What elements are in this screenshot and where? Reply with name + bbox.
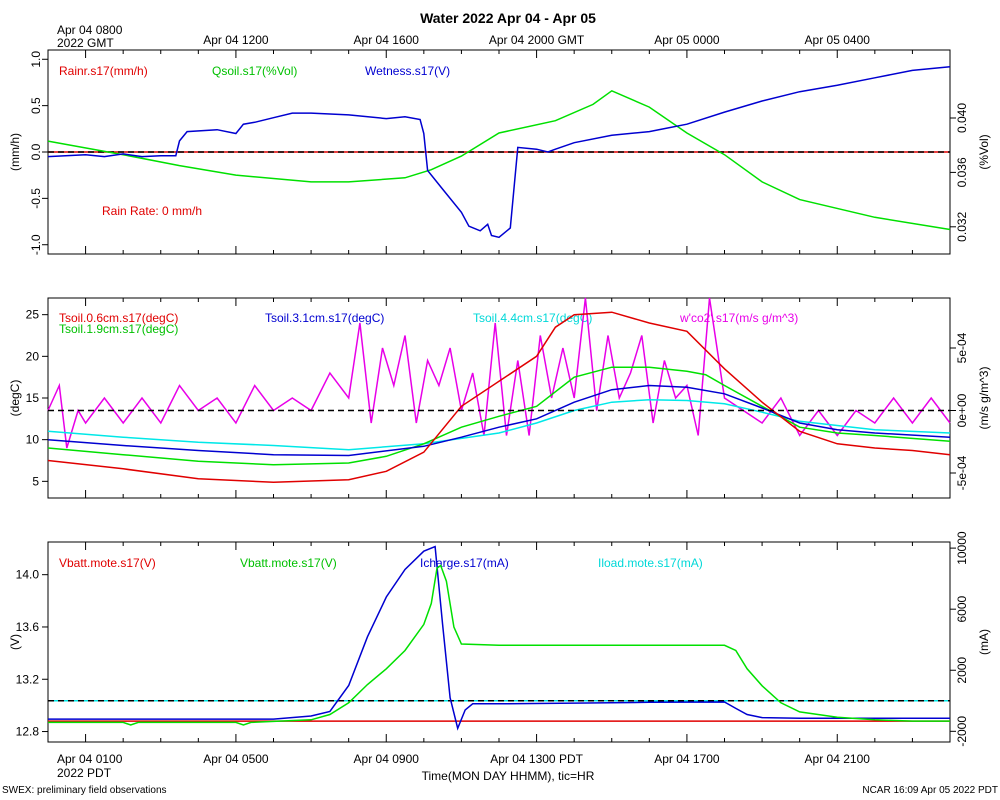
- y-tick-label-left: 0.0: [29, 143, 43, 160]
- series-tsoil-3-1-line: [47, 384, 951, 457]
- bottom-axis-label: Apr 04 0900: [354, 752, 420, 766]
- y-tick-label-left: 13.6: [16, 620, 40, 634]
- y-axis-left-label-water: (mm/h): [8, 133, 22, 171]
- y-tick-label-right: 0.036: [955, 157, 969, 187]
- y-tick-label-right: 0e+00: [955, 393, 969, 427]
- panel-soil-temperature-frame: [47, 297, 951, 499]
- x-axis-label: Time(MON DAY HHMM), tic=HR: [422, 769, 595, 783]
- y-tick-label-left: 12.8: [16, 725, 40, 739]
- legend-iload: Iload.mote.s17(mA): [598, 556, 703, 570]
- y-axis-right-label-water: (%Vol): [977, 134, 991, 169]
- legend-tsoil-3-1: Tsoil.3.1cm.s17(degC): [265, 311, 384, 325]
- legend-qsoil: Qsoil.s17(%Vol): [212, 64, 297, 78]
- y-tick-label-left: 14.0: [16, 568, 40, 582]
- y-tick-label-right: 6000: [955, 596, 969, 623]
- bottom-axis-label: Apr 04 2100: [805, 752, 871, 766]
- chart-title: Water 2022 Apr 04 - Apr 05: [420, 10, 596, 26]
- y-tick-label-right: -2000: [955, 716, 969, 747]
- legend-rainr: Rainr.s17(mm/h): [59, 64, 148, 78]
- y-axis-left-label-soil: (degC): [8, 380, 22, 417]
- y-tick-label-left: 0.5: [29, 97, 43, 114]
- bottom-axis-label: Apr 04 1300 PDT: [490, 752, 583, 766]
- series-layer: [47, 65, 951, 731]
- legend-tsoil-0-6: Tsoil.0.6cm.s17(degC): [59, 311, 178, 325]
- legend-vbatt-red: Vbatt.mote.s17(V): [59, 556, 156, 570]
- legend-wetness: Wetness.s17(V): [365, 64, 450, 78]
- series-qsoil-line: [47, 89, 951, 231]
- y-tick-label-left: 25: [26, 308, 40, 322]
- panel-power: Vbatt.mote.s17(V) Vbatt.mote.s17(V) Icha…: [8, 541, 991, 743]
- top-axis-label: Apr 04 1200: [203, 33, 269, 47]
- legend-vbatt-green: Vbatt.mote.s17(V): [240, 556, 337, 570]
- y-tick-label-left: 10: [26, 433, 40, 447]
- bottom-axis-label: Apr 04 0100: [57, 752, 123, 766]
- legend-tsoil-1-9: Tsoil.1.9cm.s17(degC): [59, 322, 178, 336]
- y-tick-label-left: 13.2: [16, 672, 40, 686]
- axes-layer: 1.0 0.5 0.0 -0.5 -1.0 0.040 0.036 0.032 25 20 15 10…: [16, 23, 969, 780]
- footer-left: SWEX: preliminary field observations: [2, 785, 167, 796]
- y-tick-label-right: 0.040: [955, 103, 969, 133]
- bottom-axis-label: Apr 04 0500: [203, 752, 269, 766]
- series-icharge-line: [48, 545, 950, 731]
- panel-power-frame: [47, 541, 951, 743]
- series-tsoil-1-9-line: [47, 366, 951, 466]
- y-tick-label-left: 15: [26, 391, 40, 405]
- y-tick-label-left: 5: [32, 474, 39, 488]
- top-axis-label: Apr 04 1600: [354, 33, 420, 47]
- y-axis-right-label-soil: (m/s g/m^3): [977, 367, 991, 430]
- top-axis-label: Apr 04 2000 GMT: [489, 33, 585, 47]
- y-tick-label-left: -0.5: [29, 188, 43, 209]
- series-wetness-line: [47, 65, 951, 239]
- y-tick-label-right: 10000: [955, 531, 969, 565]
- rain-rate-annotation: Rain Rate: 0 mm/h: [102, 204, 202, 218]
- y-axis-right-label-power: (mA): [977, 629, 991, 655]
- top-axis-label: 2022 GMT: [57, 36, 114, 50]
- footer-right: NCAR 16:09 Apr 05 2022 PDT: [862, 785, 998, 796]
- y-tick-label-right: 2000: [955, 657, 969, 684]
- y-axis-left-label-power: (V): [8, 634, 22, 650]
- y-tick-label-left: 20: [26, 349, 40, 363]
- y-tick-label-right: 0.032: [955, 211, 969, 241]
- legend-tsoil-4-4: Tsoil.4.4cm.s17(degC): [473, 311, 592, 325]
- y-tick-label-left: 1.0: [29, 51, 43, 68]
- top-axis-label: Apr 04 0800: [57, 23, 123, 37]
- series-vbatt-green-line: [48, 564, 950, 726]
- y-tick-label-left: -1.0: [29, 234, 43, 255]
- y-tick-label-right: 5e-04: [955, 332, 969, 363]
- bottom-axis-label: 2022 PDT: [57, 766, 112, 780]
- bottom-axis-label: Apr 04 1700: [654, 752, 720, 766]
- legend-icharge: Icharge.s17(mA): [420, 556, 509, 570]
- top-axis-label: Apr 05 0000: [654, 33, 720, 47]
- panel-soil-temperature: Tsoil.0.6cm.s17(degC) Tsoil.1.9cm.s17(de…: [8, 297, 991, 499]
- top-axis-label: Apr 05 0400: [805, 33, 871, 47]
- legend-wco2: w'co2'.s17(m/s g/m^3): [679, 311, 798, 325]
- y-tick-label-right: -5e-04: [955, 455, 969, 490]
- series-tsoil-0-6-line: [47, 311, 951, 483]
- series-tsoil-4-4-line: [47, 398, 951, 451]
